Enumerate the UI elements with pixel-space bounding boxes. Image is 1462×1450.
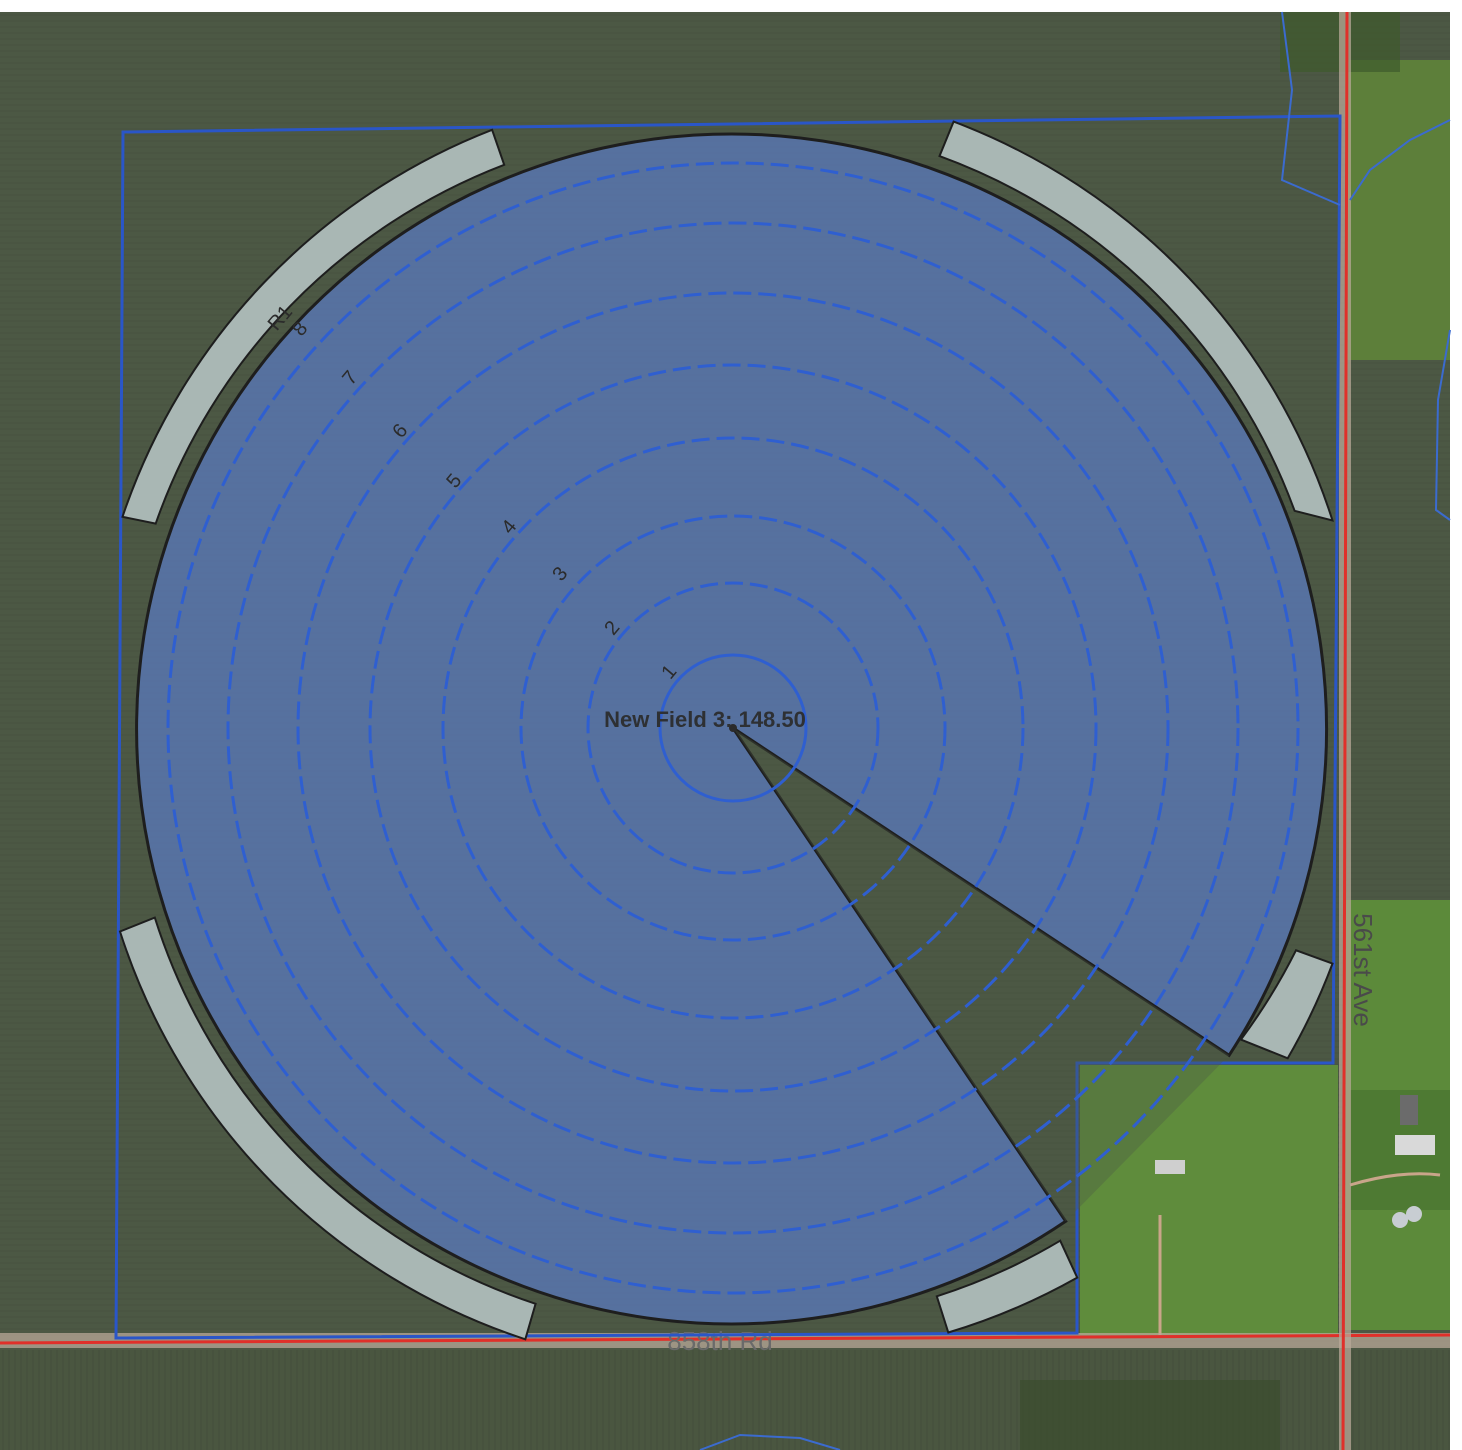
road-south-line (0, 1333, 1451, 1345)
building-shed (1400, 1095, 1418, 1125)
tower-ring-2 (586, 581, 880, 875)
end-gun-arc-ne[interactable] (938, 120, 1335, 522)
tree-line-south (1020, 1380, 1280, 1450)
end-gun-arc-e[interactable] (1239, 949, 1334, 1060)
farmhouse-roof (1155, 1160, 1185, 1174)
field-label: New Field 3: 148.50 (604, 707, 806, 732)
end-gun-arc-se[interactable] (935, 1239, 1079, 1334)
building-roof (1395, 1135, 1435, 1155)
drainage-boundary-ne (1349, 119, 1451, 201)
tower-ring-1 (658, 653, 808, 803)
field-boundary[interactable] (114, 114, 1342, 1340)
grain-bin-1 (1392, 1212, 1408, 1228)
tower-ring-5 (368, 363, 1098, 1093)
tower-ring-4 (441, 436, 1025, 1020)
drainage-boundary-n (1280, 11, 1341, 206)
pivot-center-point[interactable] (729, 724, 737, 732)
tower-ring-8 (166, 161, 1300, 1295)
end-gun-zones (118, 120, 1335, 1341)
driveway-east (1349, 1172, 1441, 1187)
wedge-gap (733, 728, 1230, 1222)
farmstead-lawn (1080, 1065, 1338, 1335)
tower-rings (166, 161, 1300, 1295)
grass-strip-ne (1345, 60, 1450, 360)
end-gun-arc-sw[interactable] (118, 916, 537, 1341)
tower-ring-3 (519, 514, 947, 942)
grain-bin-2 (1406, 1206, 1422, 1222)
road-label-east: 561st Ave (1348, 913, 1378, 1027)
drainage-boundary-e (1434, 329, 1451, 521)
end-gun-arc-nw[interactable] (121, 128, 506, 525)
road-east-line (1341, 11, 1349, 1450)
parcel-boundaries (114, 11, 1451, 1450)
drainage-boundary-s (699, 1433, 841, 1450)
road-label-south: 858th Rd (667, 1326, 773, 1356)
tower-ring-7 (226, 221, 1240, 1235)
tower-ring-6 (296, 291, 1170, 1165)
